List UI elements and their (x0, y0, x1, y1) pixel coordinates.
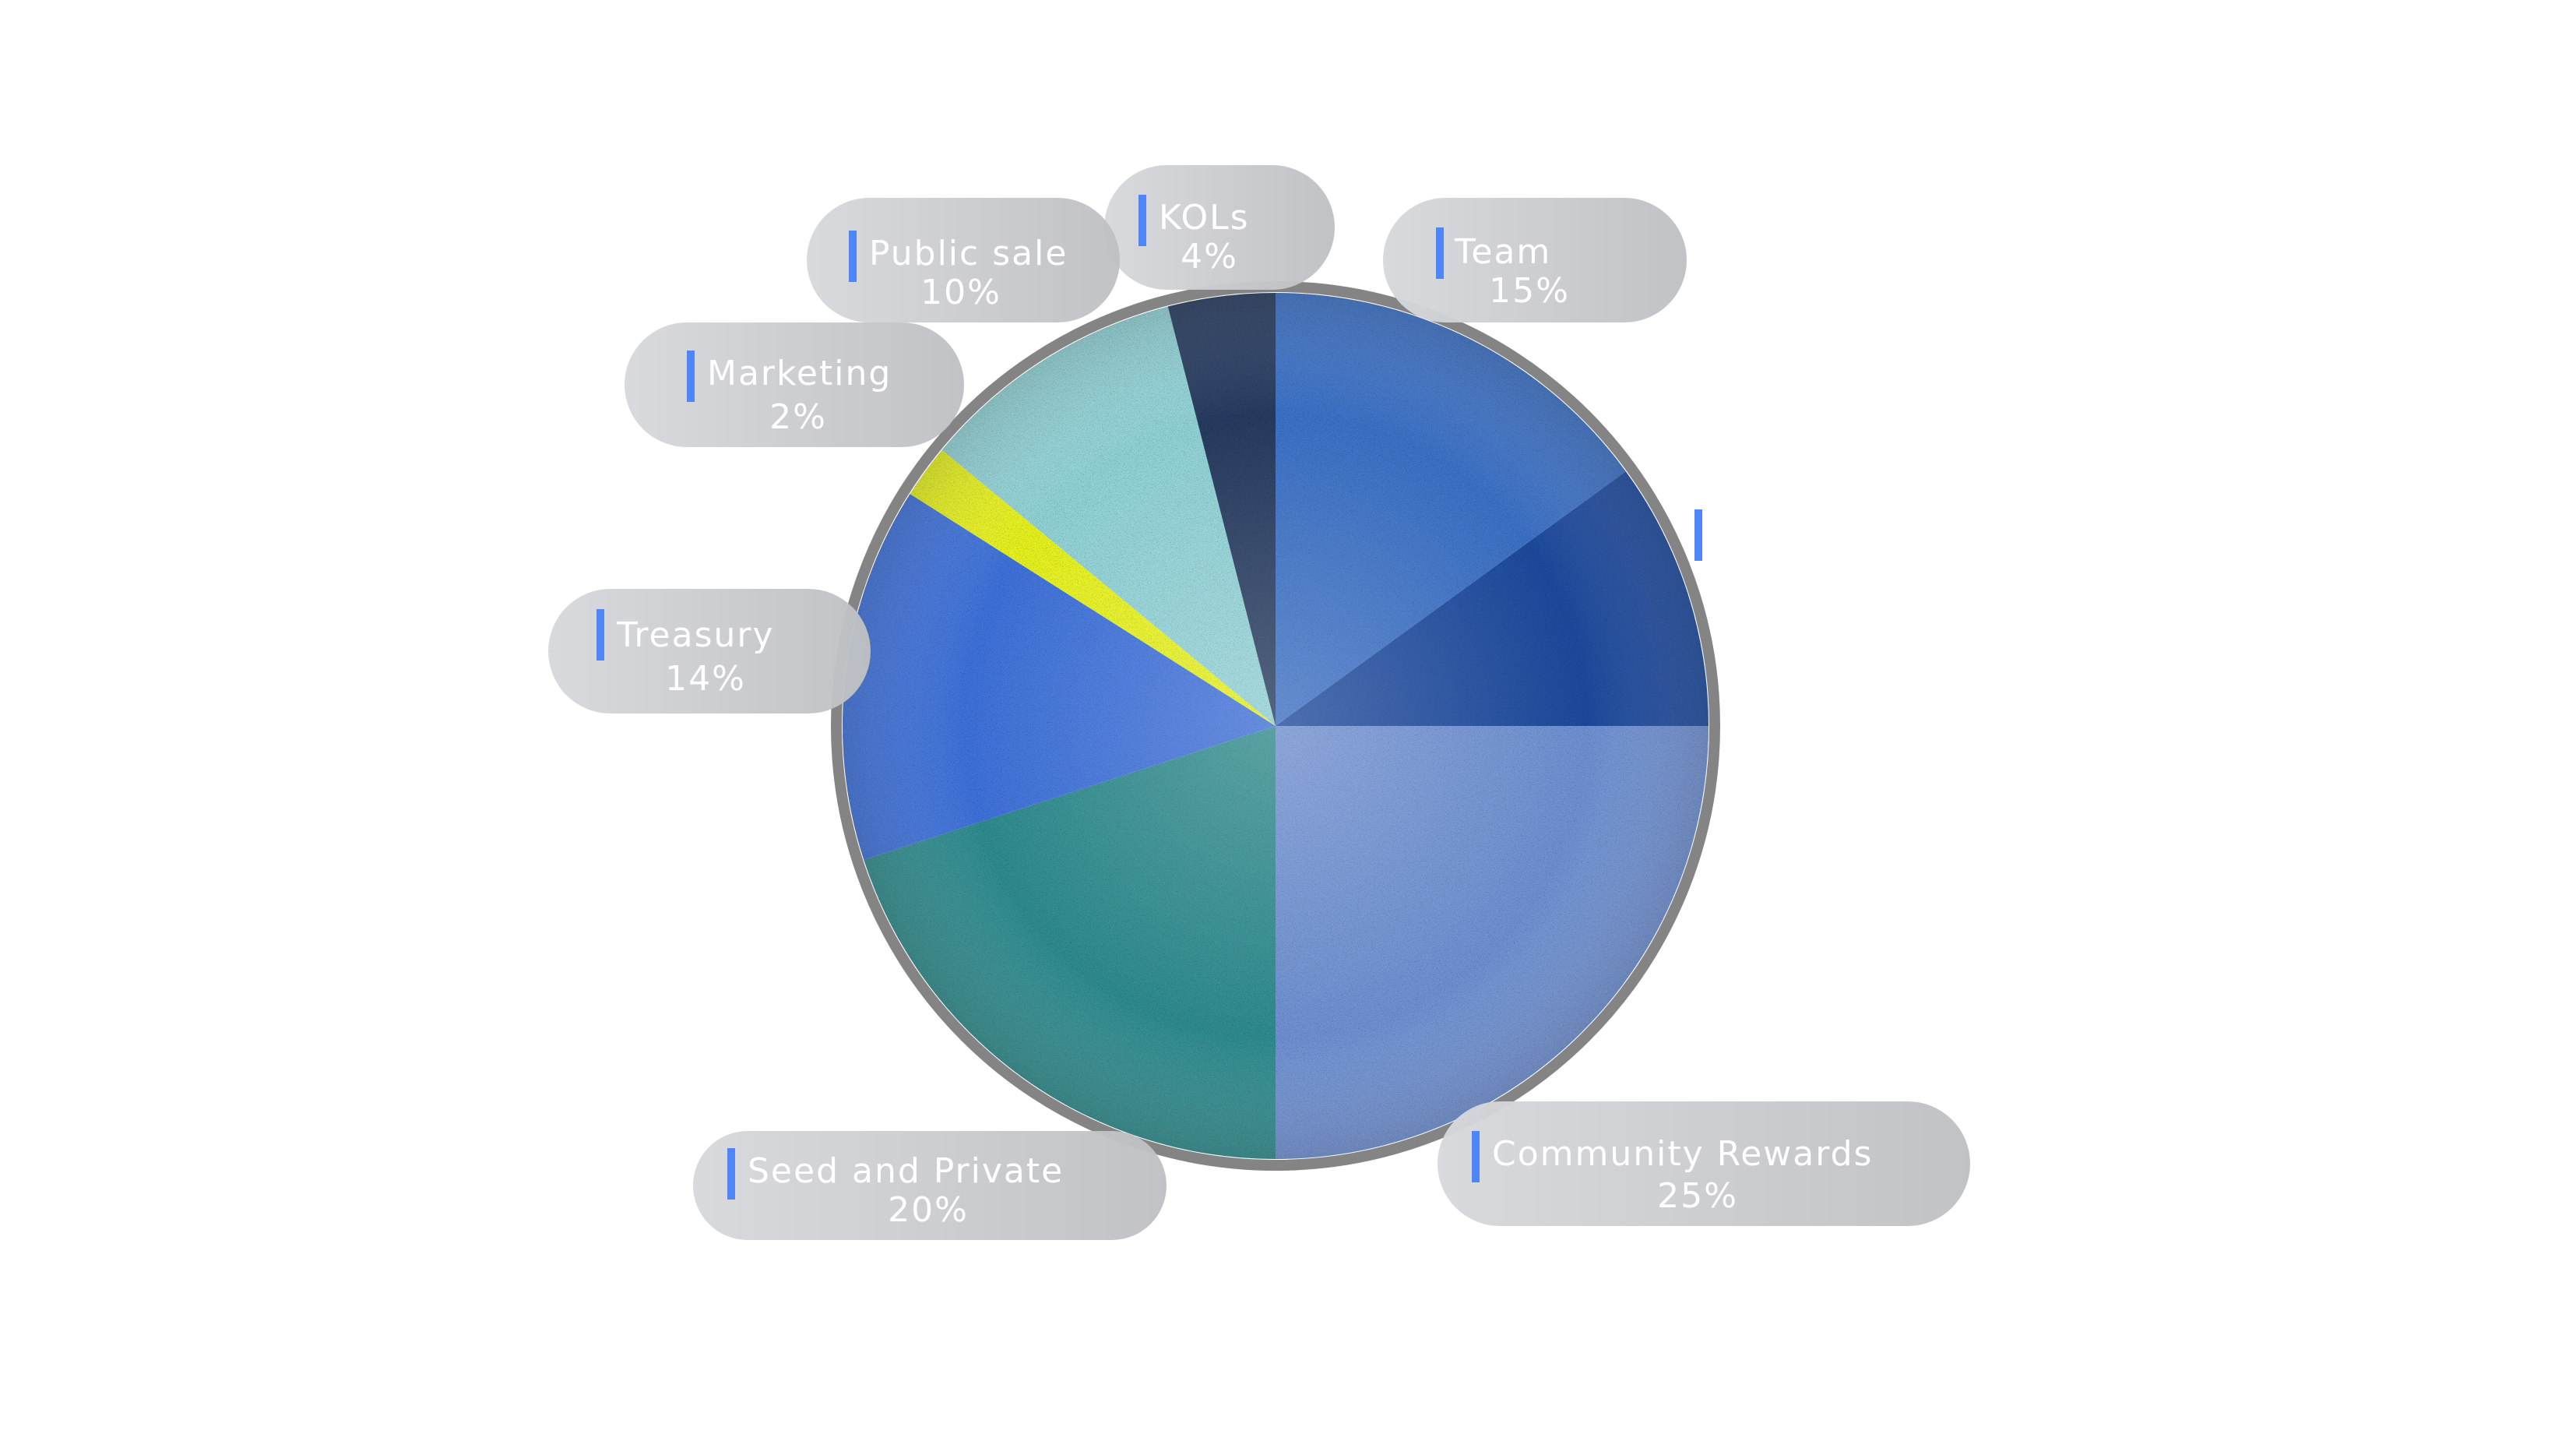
slice-label: KOLs (1159, 198, 1250, 238)
label-public-sale: Public sale 10% (807, 198, 1120, 322)
label-team: Team 15% (1383, 198, 1687, 322)
slice-value: 14% (665, 659, 746, 699)
label-kols: KOLs 4% (1104, 165, 1335, 290)
slice-value: 4% (1181, 237, 1238, 277)
label-accent-bar (1472, 1131, 1480, 1182)
slice-label: Community Rewards (1492, 1134, 1874, 1174)
label-accent-bar (596, 609, 604, 661)
slice-label: Seed and Private (748, 1151, 1065, 1191)
slice-label: Marketing (707, 354, 892, 393)
label-accent-bar-unlabeled (1694, 509, 1702, 561)
label-accent-bar (727, 1148, 735, 1200)
slice-label: Public sale (869, 234, 1068, 273)
label-community-rewards: Community Rewards 25% (1438, 1101, 1970, 1226)
slice-label: Team (1455, 232, 1552, 272)
pie-slices (843, 293, 1709, 1159)
label-accent-bar (1138, 195, 1146, 246)
label-treasury: Treasury 14% (548, 589, 871, 713)
slice-value: 25% (1657, 1176, 1738, 1216)
label-accent-bar (1436, 227, 1444, 279)
label-marketing: Marketing 2% (625, 322, 964, 447)
label-accent-bar (687, 351, 695, 402)
label-accent-bar (849, 231, 857, 282)
slice-value: 20% (888, 1190, 969, 1230)
slice-value: 2% (769, 397, 827, 437)
label-seed-and-private: Seed and Private 20% (693, 1131, 1167, 1240)
slice-label: Treasury (617, 615, 775, 655)
slice-value: 15% (1489, 271, 1570, 311)
pie-slice-community-rewards (1276, 726, 1709, 1159)
slice-value: 10% (920, 273, 1001, 312)
